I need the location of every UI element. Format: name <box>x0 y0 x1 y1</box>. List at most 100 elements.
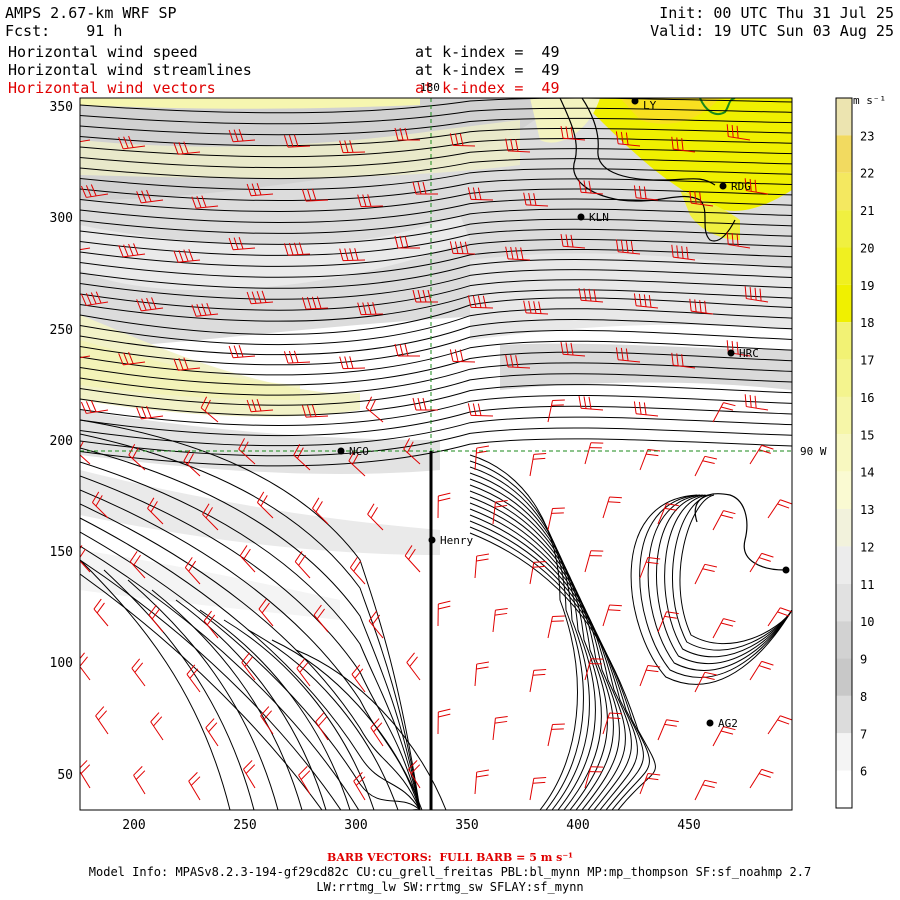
wind-barb <box>639 772 661 795</box>
streamline <box>199 609 351 810</box>
colorbar-segment <box>836 695 852 734</box>
streamline <box>679 494 792 645</box>
colorbar-label: 22 <box>860 167 874 181</box>
station-label-ag2: AG2 <box>718 717 738 730</box>
wind-speed-shading <box>80 98 792 620</box>
x-tick-label: 350 <box>455 818 478 833</box>
wind-barb <box>147 497 164 525</box>
colorbar-segment <box>836 247 852 285</box>
wind-barb <box>357 194 384 208</box>
wind-barb <box>394 235 420 249</box>
streamline <box>80 351 792 386</box>
wind-barb <box>301 404 329 418</box>
streamline <box>151 589 303 810</box>
field-label-speed: Horizontal wind speed <box>8 43 198 61</box>
streamline <box>80 148 792 169</box>
wind-barb <box>529 776 547 801</box>
wind-barb <box>529 560 547 585</box>
wind-barb <box>348 449 366 477</box>
streamline <box>80 384 792 416</box>
colorbar-segment <box>836 509 852 547</box>
streamline <box>469 520 644 810</box>
wind-barb <box>749 552 774 573</box>
streamline <box>80 259 792 289</box>
streamline <box>80 208 792 234</box>
wind-barb <box>657 719 679 741</box>
wind-barb <box>202 503 219 531</box>
streamline <box>80 405 792 436</box>
wind-barb <box>523 300 549 315</box>
wind-barb <box>449 133 476 147</box>
wind-barb <box>744 178 769 195</box>
map-frame <box>79 97 793 811</box>
wind-barb <box>547 723 565 747</box>
station-marker-henry <box>428 536 436 544</box>
wind-barb <box>186 664 201 693</box>
wind-barb <box>615 239 641 255</box>
wind-barb <box>671 352 696 369</box>
colorbar-segment <box>836 770 852 808</box>
streamline <box>469 502 626 810</box>
wind-barb <box>529 668 547 693</box>
valid-time: Valid: 19 UTC Sun 03 Aug 25 <box>650 22 894 40</box>
wind-barb <box>80 355 91 360</box>
station-marker-ly <box>631 97 639 105</box>
wind-barb <box>474 661 490 687</box>
wind-barb <box>246 290 274 305</box>
wind-barb <box>602 496 622 519</box>
colorbar-segment <box>836 396 852 435</box>
wind-barb <box>492 607 508 633</box>
wind-barb <box>749 444 774 465</box>
wind-barb <box>150 712 164 741</box>
station-label-nco: NCO <box>349 445 369 458</box>
wind-barb <box>523 192 549 207</box>
model-info-physics: LW:rrtmg_lw SW:rrtmg_sw SFLAY:sf_mynn <box>316 880 584 894</box>
wind-barb <box>191 195 219 209</box>
wind-barb <box>80 400 109 414</box>
wind-barb <box>136 189 164 204</box>
wind-barb <box>584 658 604 681</box>
y-tick-label: 300 <box>50 211 73 226</box>
wind-barb <box>767 499 792 519</box>
wind-barb <box>639 556 661 579</box>
wind-barb <box>474 553 490 579</box>
streamline <box>80 394 792 426</box>
station-marker-hrc <box>727 349 735 357</box>
x-tick-label: 250 <box>233 818 256 833</box>
streamline <box>469 466 590 810</box>
wind-barb <box>298 766 311 795</box>
wind-barb <box>91 491 109 519</box>
streamline <box>80 319 792 356</box>
wind-barb <box>283 242 311 256</box>
wind-barb <box>258 598 274 627</box>
wind-barb <box>228 345 256 359</box>
colorbar-label: 20 <box>860 241 874 255</box>
streamline <box>80 503 421 810</box>
wind-barb <box>188 772 201 801</box>
wind-barb <box>767 715 792 735</box>
wind-barb <box>633 293 659 309</box>
streamline <box>80 269 792 300</box>
wind-barb <box>80 184 109 198</box>
field-level-speed: at k-index = 49 <box>415 43 560 61</box>
wind-barb <box>406 652 421 681</box>
streamline <box>656 494 792 664</box>
wind-barb <box>228 129 256 143</box>
colorbar-label: 15 <box>860 428 874 442</box>
init-time: Init: 00 UTC Thu 31 Jul 25 <box>659 4 894 22</box>
streamline <box>80 559 420 810</box>
wind-barb <box>203 610 219 639</box>
wind-barb <box>357 302 384 316</box>
wind-barb <box>173 357 201 371</box>
colorbar-segment <box>836 434 852 472</box>
colorbar-label: 8 <box>860 690 867 704</box>
barb-legend: BARB VECTORS: FULL BARB = 5 m s⁻¹ <box>327 851 573 864</box>
colorbar-segment <box>836 135 852 173</box>
colorbar-label: 19 <box>860 279 874 293</box>
streamline <box>80 427 792 457</box>
wind-barb <box>467 187 494 201</box>
wind-barb <box>95 706 109 735</box>
wind-barb <box>80 652 91 681</box>
streamline <box>469 496 620 810</box>
